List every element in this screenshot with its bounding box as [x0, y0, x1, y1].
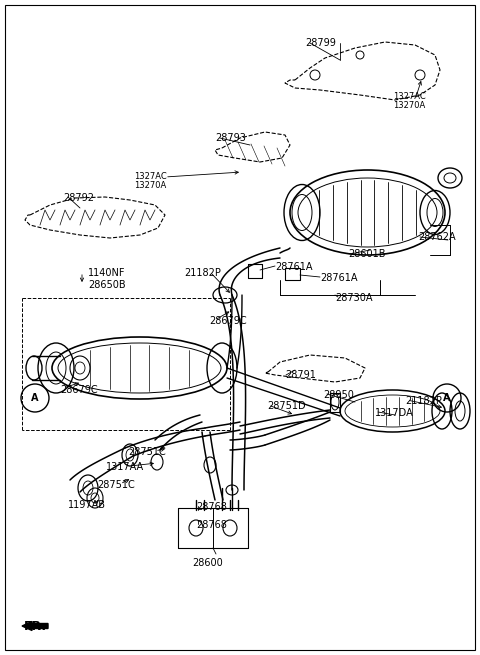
- Text: 28793: 28793: [215, 133, 246, 143]
- FancyArrow shape: [22, 622, 48, 631]
- Text: 28762A: 28762A: [418, 232, 456, 242]
- Text: 28792: 28792: [63, 193, 94, 203]
- Text: 28679C: 28679C: [60, 385, 97, 395]
- Text: 28600: 28600: [192, 558, 223, 568]
- Text: 21182P: 21182P: [405, 396, 442, 406]
- Text: 1327AC: 1327AC: [393, 92, 426, 101]
- Text: 28679C: 28679C: [209, 316, 247, 326]
- Text: 1140NF: 1140NF: [88, 268, 125, 278]
- Text: FR.: FR.: [24, 620, 47, 633]
- Text: A: A: [31, 393, 39, 403]
- Text: 28751C: 28751C: [97, 480, 135, 490]
- Text: A: A: [443, 393, 451, 403]
- Text: 28650B: 28650B: [88, 280, 126, 290]
- Text: 28950: 28950: [323, 390, 354, 400]
- Text: 28761A: 28761A: [275, 262, 312, 272]
- Text: 28730A: 28730A: [335, 293, 372, 303]
- Text: 13270A: 13270A: [393, 101, 425, 110]
- Text: 1327AC: 1327AC: [134, 172, 167, 181]
- Text: 28791: 28791: [285, 370, 316, 380]
- Text: 28761A: 28761A: [320, 273, 358, 283]
- Text: 28768: 28768: [196, 502, 227, 512]
- Text: 1317DA: 1317DA: [375, 408, 414, 418]
- Text: 1317AA: 1317AA: [106, 462, 144, 472]
- Text: 28751C: 28751C: [128, 447, 166, 457]
- Text: 28751D: 28751D: [267, 401, 306, 411]
- Text: 28601B: 28601B: [348, 249, 385, 259]
- Text: 13270A: 13270A: [134, 181, 166, 190]
- Text: 28799: 28799: [305, 38, 336, 48]
- Text: 1197AB: 1197AB: [68, 500, 106, 510]
- Text: 28768: 28768: [196, 520, 227, 530]
- Text: 21182P: 21182P: [184, 268, 221, 278]
